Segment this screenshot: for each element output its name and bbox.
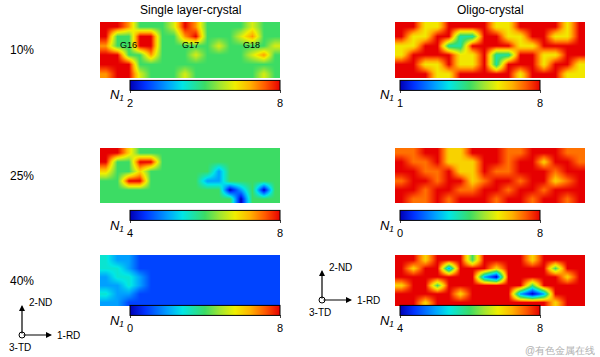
svg-text:8: 8 (537, 322, 543, 334)
svg-text:3-TD: 3-TD (309, 307, 331, 318)
svg-text:2-ND: 2-ND (29, 297, 52, 308)
svg-text:8: 8 (537, 227, 543, 239)
svg-text:40%: 40% (10, 274, 34, 288)
svg-text:2-ND: 2-ND (329, 262, 352, 273)
svg-text:G16: G16 (120, 40, 137, 50)
svg-text:N₁: N₁ (110, 313, 124, 328)
svg-text:25%: 25% (10, 169, 34, 183)
svg-text:10%: 10% (10, 43, 34, 57)
svg-text:@有色金属在线: @有色金属在线 (525, 345, 595, 356)
svg-text:3-TD: 3-TD (9, 342, 31, 353)
svg-text:N₁: N₁ (380, 313, 394, 328)
svg-text:G18: G18 (243, 40, 260, 50)
svg-text:N₁: N₁ (380, 218, 394, 233)
svg-text:0: 0 (397, 227, 403, 239)
svg-text:1-RD: 1-RD (57, 330, 80, 341)
svg-text:8: 8 (277, 322, 283, 334)
svg-text:8: 8 (537, 97, 543, 109)
svg-text:N₁: N₁ (110, 87, 124, 102)
svg-text:Single layer-crystal: Single layer-crystal (140, 3, 241, 17)
svg-text:8: 8 (277, 97, 283, 109)
svg-text:Oligo-crystal: Oligo-crystal (457, 3, 524, 17)
svg-text:N₁: N₁ (380, 87, 394, 102)
svg-text:2: 2 (127, 97, 133, 109)
svg-text:N₁: N₁ (110, 218, 124, 233)
svg-text:4: 4 (397, 322, 403, 334)
svg-text:1-RD: 1-RD (357, 295, 380, 306)
svg-text:1: 1 (397, 97, 403, 109)
svg-text:4: 4 (127, 227, 133, 239)
svg-text:G17: G17 (182, 40, 199, 50)
svg-text:0: 0 (127, 322, 133, 334)
svg-text:8: 8 (277, 227, 283, 239)
